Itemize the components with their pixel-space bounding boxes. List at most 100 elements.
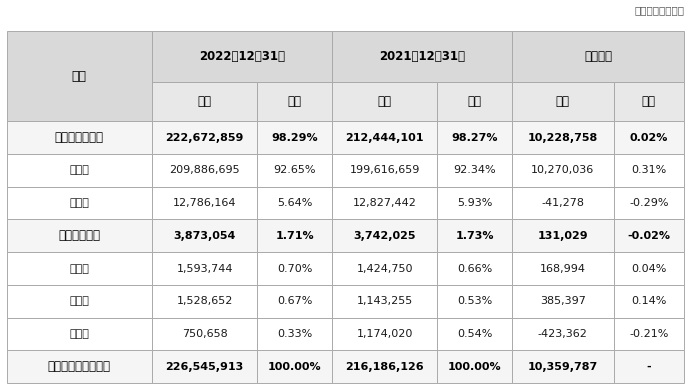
FancyBboxPatch shape: [512, 252, 614, 285]
Text: -0.02%: -0.02%: [627, 231, 670, 241]
Text: 12,827,442: 12,827,442: [352, 198, 417, 208]
Text: 226,545,913: 226,545,913: [165, 362, 244, 372]
Text: 2022年12月31日: 2022年12月31日: [199, 50, 285, 63]
Text: 正常类: 正常类: [69, 165, 89, 175]
Text: 0.70%: 0.70%: [277, 264, 312, 274]
Text: 209,886,695: 209,886,695: [169, 165, 240, 175]
FancyBboxPatch shape: [614, 154, 684, 187]
FancyBboxPatch shape: [614, 82, 684, 121]
FancyBboxPatch shape: [258, 82, 332, 121]
Text: 10,228,758: 10,228,758: [528, 133, 598, 143]
Text: 不良贷款小计: 不良贷款小计: [58, 230, 100, 242]
Text: -423,362: -423,362: [538, 329, 587, 339]
Text: 10,270,036: 10,270,036: [531, 165, 594, 175]
FancyBboxPatch shape: [152, 350, 258, 383]
FancyBboxPatch shape: [152, 285, 258, 317]
FancyBboxPatch shape: [437, 121, 512, 154]
FancyBboxPatch shape: [437, 317, 512, 350]
Text: 0.33%: 0.33%: [277, 329, 312, 339]
Text: 3,873,054: 3,873,054: [173, 231, 236, 241]
Text: 0.66%: 0.66%: [457, 264, 492, 274]
FancyBboxPatch shape: [152, 317, 258, 350]
Text: 占比: 占比: [287, 95, 301, 108]
Text: 100.00%: 100.00%: [268, 362, 321, 372]
FancyBboxPatch shape: [7, 317, 152, 350]
FancyBboxPatch shape: [258, 187, 332, 219]
FancyBboxPatch shape: [512, 285, 614, 317]
Text: 92.34%: 92.34%: [453, 165, 496, 175]
Text: 199,616,659: 199,616,659: [350, 165, 420, 175]
Text: 168,994: 168,994: [540, 264, 586, 274]
Text: 222,672,859: 222,672,859: [165, 133, 244, 143]
Text: 金额: 金额: [198, 95, 211, 108]
Text: 12,786,164: 12,786,164: [173, 198, 236, 208]
FancyBboxPatch shape: [512, 350, 614, 383]
FancyBboxPatch shape: [7, 252, 152, 285]
FancyBboxPatch shape: [332, 82, 437, 121]
FancyBboxPatch shape: [614, 285, 684, 317]
FancyBboxPatch shape: [152, 154, 258, 187]
FancyBboxPatch shape: [332, 350, 437, 383]
FancyBboxPatch shape: [437, 187, 512, 219]
FancyBboxPatch shape: [152, 219, 258, 252]
FancyBboxPatch shape: [258, 121, 332, 154]
FancyBboxPatch shape: [152, 187, 258, 219]
Text: 可疑类: 可疑类: [69, 296, 89, 306]
FancyBboxPatch shape: [7, 350, 152, 383]
FancyBboxPatch shape: [512, 31, 684, 82]
Text: -0.29%: -0.29%: [629, 198, 669, 208]
Text: -: -: [647, 362, 651, 372]
Text: 关注类: 关注类: [69, 198, 89, 208]
FancyBboxPatch shape: [258, 350, 332, 383]
Text: 次级类: 次级类: [69, 264, 89, 274]
Text: 0.04%: 0.04%: [631, 264, 667, 274]
FancyBboxPatch shape: [437, 350, 512, 383]
FancyBboxPatch shape: [152, 31, 332, 82]
FancyBboxPatch shape: [437, 219, 512, 252]
Text: 2021年12月31日: 2021年12月31日: [379, 50, 465, 63]
FancyBboxPatch shape: [7, 121, 152, 154]
FancyBboxPatch shape: [332, 219, 437, 252]
FancyBboxPatch shape: [152, 82, 258, 121]
FancyBboxPatch shape: [258, 317, 332, 350]
FancyBboxPatch shape: [437, 82, 512, 121]
Text: 5.93%: 5.93%: [457, 198, 493, 208]
FancyBboxPatch shape: [332, 154, 437, 187]
FancyBboxPatch shape: [258, 285, 332, 317]
Text: 0.54%: 0.54%: [457, 329, 493, 339]
Text: 占比: 占比: [642, 95, 656, 108]
FancyBboxPatch shape: [512, 219, 614, 252]
Text: 5.64%: 5.64%: [277, 198, 312, 208]
FancyBboxPatch shape: [614, 350, 684, 383]
Text: 3,742,025: 3,742,025: [353, 231, 416, 241]
FancyBboxPatch shape: [258, 252, 332, 285]
Text: 金额: 金额: [556, 95, 570, 108]
Text: 98.29%: 98.29%: [272, 133, 318, 143]
Text: 0.53%: 0.53%: [457, 296, 492, 306]
FancyBboxPatch shape: [437, 285, 512, 317]
FancyBboxPatch shape: [258, 154, 332, 187]
Text: 发放贷款和垫款本金: 发放贷款和垫款本金: [48, 361, 111, 373]
Text: 750,658: 750,658: [182, 329, 227, 339]
FancyBboxPatch shape: [7, 187, 152, 219]
FancyBboxPatch shape: [437, 154, 512, 187]
FancyBboxPatch shape: [512, 121, 614, 154]
Text: 损失类: 损失类: [69, 329, 89, 339]
FancyBboxPatch shape: [7, 31, 152, 121]
Text: 金额: 金额: [378, 95, 392, 108]
Text: -0.21%: -0.21%: [630, 329, 669, 339]
FancyBboxPatch shape: [152, 252, 258, 285]
Text: 385,397: 385,397: [540, 296, 586, 306]
FancyBboxPatch shape: [7, 219, 152, 252]
FancyBboxPatch shape: [7, 285, 152, 317]
FancyBboxPatch shape: [332, 121, 437, 154]
Text: 期间变动: 期间变动: [584, 50, 612, 63]
FancyBboxPatch shape: [614, 121, 684, 154]
FancyBboxPatch shape: [258, 219, 332, 252]
Text: 1.73%: 1.73%: [455, 231, 494, 241]
Text: 1,424,750: 1,424,750: [357, 264, 413, 274]
FancyBboxPatch shape: [332, 187, 437, 219]
Text: 1.71%: 1.71%: [275, 231, 314, 241]
Text: 0.31%: 0.31%: [632, 165, 667, 175]
FancyBboxPatch shape: [512, 187, 614, 219]
